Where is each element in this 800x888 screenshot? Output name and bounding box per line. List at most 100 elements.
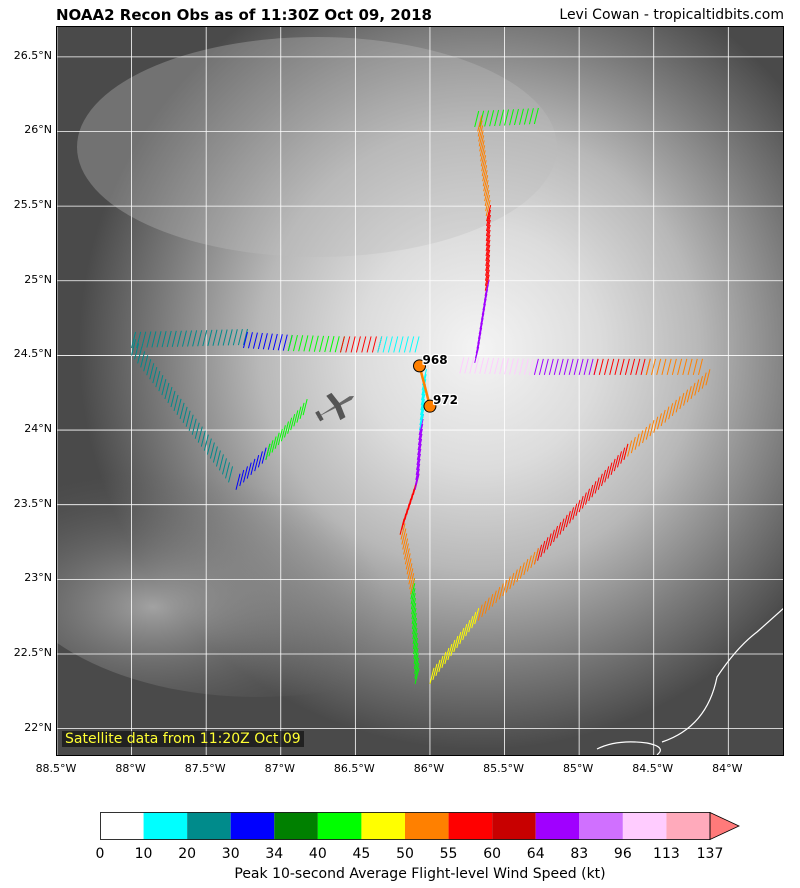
wind-barb: [447, 643, 453, 661]
lat-lon-grid: [57, 27, 783, 755]
wind-barb: [176, 398, 182, 416]
wind-barb: [649, 420, 655, 437]
wind-barb: [324, 335, 330, 353]
wind-barb: [227, 329, 233, 346]
wind-barb: [131, 339, 137, 356]
wind-barb: [131, 331, 137, 349]
wind-barb: [152, 367, 158, 384]
lon-tick-label: 87°W: [264, 762, 295, 775]
wind-barb: [477, 120, 483, 137]
wind-barb: [656, 358, 662, 375]
wind-barb: [591, 481, 597, 498]
wind-barb: [257, 451, 263, 468]
wind-barb: [583, 358, 589, 375]
wind-barb: [222, 458, 227, 475]
recon-map[interactable]: 968 972: [56, 26, 784, 756]
wind-barb: [514, 108, 519, 126]
flight-track: [131, 107, 711, 684]
wind-barb: [635, 358, 641, 375]
wind-barb: [679, 392, 685, 410]
wind-barb: [156, 331, 162, 348]
wind-barb: [530, 551, 536, 569]
wind-barb: [274, 432, 280, 449]
wind-barb: [308, 335, 314, 352]
wind-barb: [387, 336, 393, 353]
wind-barb: [645, 423, 651, 440]
wind-barb: [228, 466, 234, 483]
colorbar-segment: [100, 812, 144, 840]
wind-barb: [481, 600, 487, 618]
wind-barb: [417, 428, 423, 446]
wind-barb: [486, 204, 492, 222]
pressure-marker[interactable]: [413, 359, 427, 373]
wind-barb: [653, 416, 659, 433]
wind-barb: [146, 359, 152, 376]
wind-barb: [416, 443, 422, 461]
wind-barb: [568, 358, 574, 375]
wind-barb: [411, 608, 417, 625]
wind-barb: [411, 603, 417, 620]
wind-barb: [371, 336, 377, 353]
wind-barb: [464, 357, 470, 374]
wind-barb: [656, 413, 662, 430]
wind-barb: [528, 358, 534, 375]
wind-barb: [413, 642, 419, 660]
wind-barb: [334, 336, 340, 353]
wind-barb: [491, 590, 497, 607]
wind-barb: [406, 558, 412, 575]
wind-barb: [478, 130, 484, 147]
wind-barb: [474, 608, 480, 625]
wind-barb: [298, 335, 304, 352]
wind-barb: [479, 140, 485, 157]
wind-barb: [429, 667, 435, 684]
wind-barb: [484, 357, 490, 374]
wind-barb: [225, 462, 231, 479]
wind-barb: [417, 433, 423, 451]
wind-barb: [293, 410, 299, 427]
wind-barb: [247, 332, 253, 349]
wind-barb: [518, 108, 524, 125]
pressure-marker[interactable]: [423, 399, 437, 413]
wind-barb: [420, 389, 426, 406]
colorbar-tick: 64: [526, 846, 545, 862]
wind-barb: [194, 422, 200, 439]
pressure-label: 968: [423, 353, 448, 367]
wind-barb: [412, 632, 418, 650]
lon-tick-label: 85°W: [562, 762, 594, 775]
colorbar-segment: [143, 812, 188, 840]
wind-barb: [277, 334, 283, 351]
wind-barb: [170, 390, 176, 408]
wind-barb: [164, 382, 170, 400]
wind-barb: [179, 402, 185, 419]
lat-tick-label: 26.5°N: [13, 48, 52, 62]
wind-barb: [262, 333, 268, 350]
wind-barb: [573, 358, 579, 375]
colorbar-segment: [622, 812, 667, 840]
wind-barb: [313, 335, 319, 352]
wind-barb: [403, 543, 409, 560]
wind-barb: [192, 330, 198, 347]
wind-barb: [528, 108, 534, 125]
wind-barb: [277, 428, 283, 446]
wind-barb: [533, 107, 539, 125]
wind-barb: [409, 336, 415, 353]
cloud-band: [57, 397, 517, 697]
wind-barb: [173, 394, 179, 412]
wind-barb: [419, 408, 425, 426]
wind-barb: [134, 343, 140, 360]
colorbar-tick: 83: [570, 846, 589, 862]
colorbar-tick: 137: [696, 846, 724, 862]
wind-barb: [543, 537, 549, 554]
wind-barb: [254, 454, 260, 472]
wind-barb: [694, 379, 700, 396]
wind-barb: [414, 667, 420, 684]
wind-barb: [630, 358, 636, 375]
cloud-band-north: [77, 37, 557, 257]
wind-barb: [197, 426, 203, 443]
wind-barb: [538, 358, 544, 375]
wind-barb: [481, 160, 487, 177]
wind-barb: [200, 430, 206, 447]
wind-barb: [675, 396, 681, 413]
wind-barb: [242, 328, 248, 346]
wind-barb: [601, 469, 606, 487]
